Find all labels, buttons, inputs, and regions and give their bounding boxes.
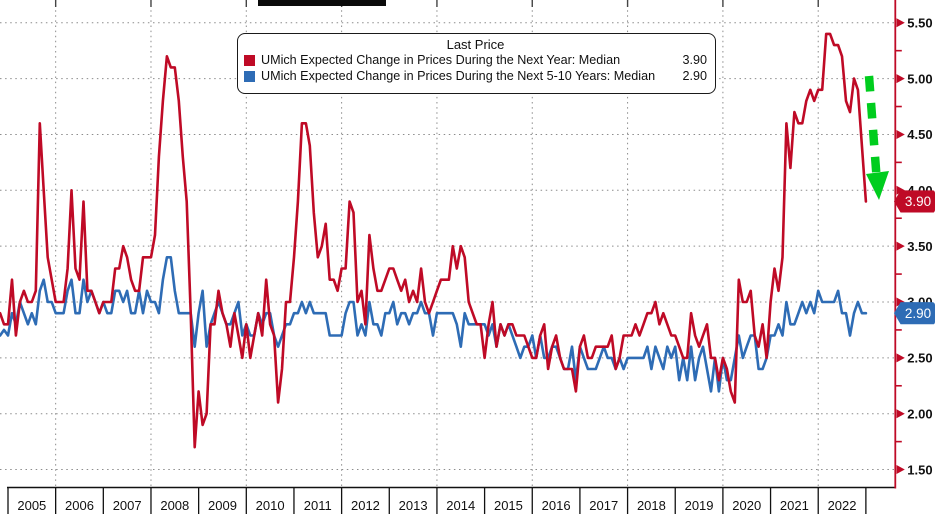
x-axis-label: 2009 [208, 498, 237, 513]
red-series-swatch-icon [244, 55, 255, 67]
y-axis-label: 1.50 [907, 462, 932, 477]
y-tick-arrow-icon [896, 297, 905, 307]
down-arrow-head-icon [866, 171, 889, 200]
legend-item: UMich Expected Change in Prices During t… [244, 53, 707, 69]
series-line [0, 32, 868, 449]
y-tick-arrow-icon [896, 18, 905, 28]
y-tick-arrow-icon [896, 465, 905, 475]
x-axis-label: 2016 [542, 498, 571, 513]
x-axis-label: 2018 [637, 498, 666, 513]
legend-title: Last Price [446, 37, 505, 52]
cropped-title-bar [258, 0, 386, 6]
last-price-badge-blue: 2.90 [894, 302, 935, 325]
last-price-badge-red: 3.90 [894, 190, 935, 213]
x-axis-label: 2017 [589, 498, 618, 513]
x-axis-label: 2010 [256, 498, 285, 513]
x-axis-label: 2020 [732, 498, 761, 513]
legend-item-value: 3.90 [682, 53, 707, 67]
y-axis-label: 4.50 [907, 127, 932, 142]
y-tick-arrow-icon [896, 353, 905, 363]
x-axis-label: 2011 [304, 498, 332, 513]
x-axis-label: 2012 [351, 498, 380, 513]
y-tick-arrow-icon [896, 185, 905, 195]
y-tick-arrow-icon [896, 74, 905, 84]
legend-item: UMich Expected Change in Prices During t… [244, 69, 707, 85]
y-axis-label: 5.00 [907, 71, 932, 86]
x-axis-label: 2022 [828, 498, 857, 513]
x-axis-label: 2013 [399, 498, 428, 513]
y-axis-label: 5.50 [907, 15, 932, 30]
x-axis-label: 2021 [780, 498, 809, 513]
x-axis-label: 2014 [446, 498, 475, 513]
y-tick-arrow-icon [896, 129, 905, 139]
legend-item-label: UMich Expected Change in Prices During t… [261, 68, 656, 83]
legend: Last Price UMich Expected Change in Pric… [237, 33, 716, 94]
down-arrow-annotation [864, 75, 881, 177]
legend-item-value: 2.90 [682, 68, 707, 83]
x-axis-label: 2007 [113, 498, 142, 513]
y-axis-label: 3.50 [907, 239, 932, 254]
legend-item-label: UMich Expected Change in Prices During t… [261, 53, 621, 67]
x-axis-label: 2019 [685, 498, 714, 513]
y-axis-label: 2.00 [907, 406, 932, 421]
y-axis-label: 2.50 [907, 351, 932, 366]
blue-series-swatch-icon [244, 70, 255, 82]
x-axis-label: 2008 [160, 498, 189, 513]
x-axis-label: 2015 [494, 498, 523, 513]
x-axis-label: 2005 [17, 498, 46, 513]
y-tick-arrow-icon [896, 241, 905, 251]
y-tick-arrow-icon [896, 409, 905, 419]
x-axis-label: 2006 [65, 498, 94, 513]
